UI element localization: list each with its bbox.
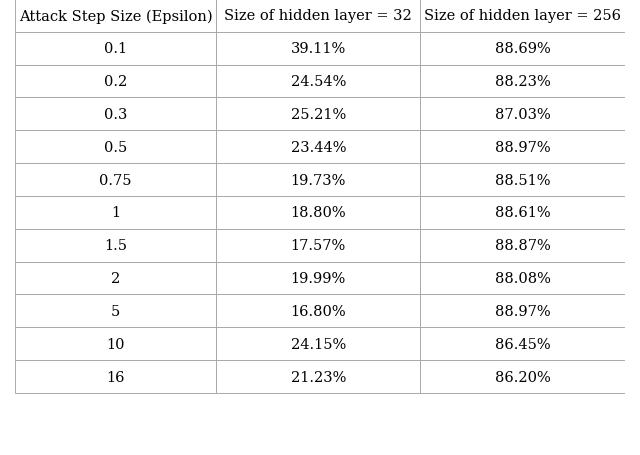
Text: 23.44%: 23.44%: [291, 141, 346, 154]
Bar: [216, 131, 420, 164]
Bar: [15, 229, 216, 262]
Bar: [15, 131, 216, 164]
Text: 17.57%: 17.57%: [291, 239, 346, 253]
Bar: [216, 164, 420, 197]
Text: 24.15%: 24.15%: [291, 337, 346, 351]
Bar: [15, 33, 216, 66]
Text: 86.20%: 86.20%: [495, 370, 550, 384]
Text: 88.51%: 88.51%: [495, 173, 550, 187]
Bar: [216, 229, 420, 262]
Bar: [15, 360, 216, 393]
Text: 1.5: 1.5: [104, 239, 127, 253]
Text: 24.54%: 24.54%: [291, 75, 346, 89]
Bar: [420, 360, 625, 393]
Bar: [420, 262, 625, 295]
Text: Size of hidden layer = 32: Size of hidden layer = 32: [225, 10, 412, 23]
Text: 1: 1: [111, 206, 120, 220]
Bar: [15, 98, 216, 131]
Text: 0.5: 0.5: [104, 141, 127, 154]
Bar: [420, 295, 625, 328]
Text: Size of hidden layer = 256: Size of hidden layer = 256: [424, 10, 621, 23]
Text: 0.1: 0.1: [104, 42, 127, 56]
Bar: [15, 295, 216, 328]
Bar: [420, 33, 625, 66]
Bar: [216, 295, 420, 328]
Text: 88.69%: 88.69%: [495, 42, 550, 56]
Bar: [15, 197, 216, 229]
Bar: [216, 33, 420, 66]
Text: 16: 16: [106, 370, 125, 384]
Text: 88.08%: 88.08%: [495, 272, 550, 285]
Bar: [420, 197, 625, 229]
Text: 86.45%: 86.45%: [495, 337, 550, 351]
Text: 88.61%: 88.61%: [495, 206, 550, 220]
Bar: [15, 164, 216, 197]
Text: 88.87%: 88.87%: [495, 239, 550, 253]
Text: 18.80%: 18.80%: [291, 206, 346, 220]
Text: 0.2: 0.2: [104, 75, 127, 89]
Text: 88.97%: 88.97%: [495, 304, 550, 318]
Bar: [420, 229, 625, 262]
Bar: [216, 328, 420, 360]
Bar: [216, 360, 420, 393]
Text: 88.23%: 88.23%: [495, 75, 550, 89]
Text: 16.80%: 16.80%: [291, 304, 346, 318]
Bar: [216, 197, 420, 229]
Text: 10: 10: [106, 337, 125, 351]
Bar: [420, 328, 625, 360]
Bar: [420, 164, 625, 197]
Text: 5: 5: [111, 304, 120, 318]
Text: 21.23%: 21.23%: [291, 370, 346, 384]
Text: 2: 2: [111, 272, 120, 285]
Bar: [15, 66, 216, 98]
Bar: [15, 0, 216, 33]
Bar: [420, 98, 625, 131]
Text: 19.99%: 19.99%: [291, 272, 346, 285]
Bar: [15, 262, 216, 295]
Bar: [420, 131, 625, 164]
Bar: [15, 328, 216, 360]
Text: 25.21%: 25.21%: [291, 108, 346, 121]
Text: 0.3: 0.3: [104, 108, 127, 121]
Text: 0.75: 0.75: [99, 173, 132, 187]
Bar: [216, 98, 420, 131]
Text: 39.11%: 39.11%: [291, 42, 346, 56]
Text: 88.97%: 88.97%: [495, 141, 550, 154]
Bar: [420, 66, 625, 98]
Bar: [420, 0, 625, 33]
Bar: [216, 0, 420, 33]
Text: Attack Step Size (Epsilon): Attack Step Size (Epsilon): [19, 9, 212, 24]
Text: 19.73%: 19.73%: [291, 173, 346, 187]
Bar: [216, 66, 420, 98]
Bar: [216, 262, 420, 295]
Text: 87.03%: 87.03%: [495, 108, 550, 121]
